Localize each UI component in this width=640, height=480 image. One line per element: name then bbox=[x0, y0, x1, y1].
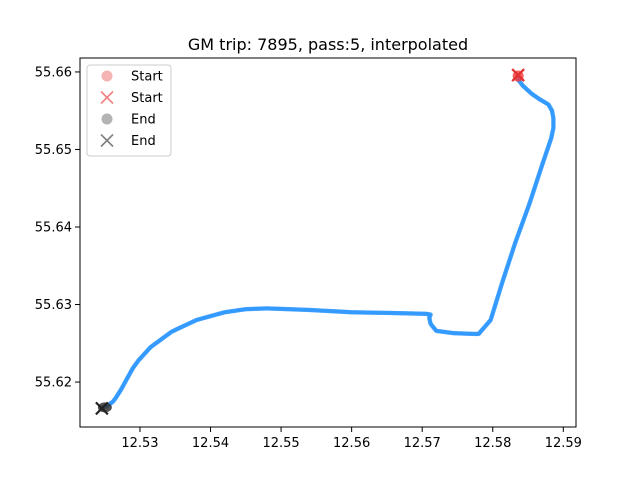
x-tick-label: 12.53 bbox=[121, 436, 158, 451]
y-tick-label: 55.64 bbox=[35, 220, 72, 235]
end-x-marker bbox=[95, 401, 109, 416]
y-tick-label: 55.63 bbox=[35, 298, 72, 313]
x-tick-label: 12.54 bbox=[192, 436, 229, 451]
start-end-markers bbox=[95, 68, 525, 416]
legend-x-icon bbox=[100, 133, 114, 148]
y-tick-label: 55.62 bbox=[35, 376, 72, 391]
legend-label: Start bbox=[131, 91, 163, 106]
legend: Start Start End End bbox=[86, 64, 172, 157]
start-x-marker bbox=[511, 68, 525, 82]
x-tick-label: 12.59 bbox=[545, 436, 582, 451]
legend-label: End bbox=[131, 134, 156, 149]
legend-x-stroke bbox=[100, 133, 114, 148]
x-axis: 12.53 12.54 12.55 12.56 12.57 12.58 12.59 bbox=[121, 427, 582, 451]
end-x-marker-stroke bbox=[95, 401, 109, 416]
chart-title: GM trip: 7895, pass:5, interpolated bbox=[188, 35, 468, 54]
x-tick-label: 12.58 bbox=[474, 436, 511, 451]
start-x-marker-stroke bbox=[511, 68, 525, 82]
x-tick-label: 12.56 bbox=[333, 436, 370, 451]
y-axis: 55.62 55.63 55.64 55.65 55.66 bbox=[35, 65, 80, 391]
plot-area-frame bbox=[79, 57, 577, 428]
legend-x-icon bbox=[100, 90, 114, 105]
y-tick-label: 55.66 bbox=[35, 65, 72, 80]
x-tick-label: 12.55 bbox=[262, 436, 299, 451]
x-tick-label: 12.57 bbox=[404, 436, 441, 451]
y-tick-label: 55.65 bbox=[35, 143, 72, 158]
legend-label: Start bbox=[131, 70, 163, 85]
legend-circle-icon bbox=[101, 113, 113, 125]
legend-label: End bbox=[131, 113, 156, 128]
legend-box bbox=[86, 64, 172, 157]
track-points bbox=[99, 73, 556, 411]
legend-x-stroke bbox=[100, 90, 114, 105]
legend-circle-icon bbox=[101, 70, 113, 82]
